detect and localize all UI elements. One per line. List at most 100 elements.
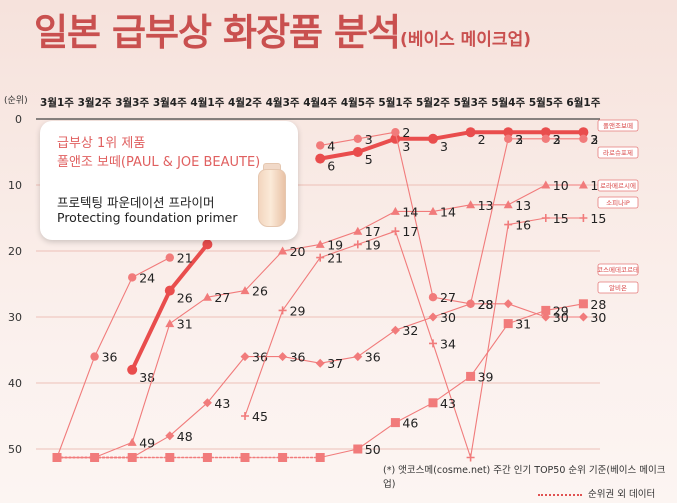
- series-line-segment: [394, 402, 434, 424]
- data-point: [278, 246, 288, 255]
- series-line-segment: [357, 230, 396, 245]
- data-label: 36: [102, 350, 118, 365]
- data-point: [165, 319, 175, 328]
- data-label: 3: [590, 132, 598, 147]
- data-label: 27: [440, 290, 456, 305]
- x-tick-label: 4월3주: [266, 96, 300, 109]
- data-point: [353, 352, 363, 362]
- data-label: 6: [327, 159, 335, 174]
- data-point: [240, 352, 250, 362]
- data-point: [164, 285, 175, 296]
- data-label: 17: [402, 224, 418, 239]
- data-point: [127, 453, 137, 462]
- data-label: 2: [553, 132, 561, 147]
- data-label: 49: [139, 435, 155, 450]
- series-line-segment: [167, 242, 210, 293]
- x-tick-label: 3월1주: [40, 96, 74, 109]
- data-label: 26: [252, 284, 268, 299]
- brand-tag-label: 알비온: [609, 283, 627, 292]
- data-label: 3: [515, 132, 523, 147]
- legend: 순위권 외 데이터: [538, 486, 655, 500]
- data-point: [578, 312, 588, 322]
- data-point: [429, 339, 437, 348]
- data-point: [315, 153, 326, 164]
- series-line-segment: [432, 303, 472, 318]
- brand-tag-label: 코스메데코르테: [597, 266, 639, 274]
- y-tick-label: 20: [8, 245, 22, 258]
- data-point: [579, 214, 588, 222]
- series-line-segment: [206, 356, 246, 404]
- data-point: [352, 147, 363, 157]
- data-point: [541, 214, 550, 222]
- title-block: 일본 급부상 화장품 분석(베이스 메이크업): [34, 2, 531, 56]
- data-label: 2: [478, 132, 486, 147]
- callout-line3: 프로텍팅 파운데이션 프라이머: [57, 195, 215, 210]
- series-line-segment: [507, 184, 547, 206]
- series-line-segment: [432, 375, 472, 404]
- series-line-segment: [318, 150, 360, 161]
- callout-line1: 급부상 1위 제품: [57, 136, 146, 151]
- data-point: [315, 358, 325, 368]
- data-point: [540, 127, 551, 138]
- brand-tag: [597, 179, 639, 192]
- data-point: [466, 200, 476, 209]
- data-point: [240, 286, 250, 295]
- series-line-segment: [545, 303, 584, 311]
- data-point: [353, 134, 362, 143]
- data-point: [90, 352, 99, 361]
- series-line-segment: [244, 309, 284, 417]
- x-tick-label: 5월3주: [454, 96, 488, 109]
- data-point: [428, 398, 438, 408]
- data-point: [353, 444, 363, 454]
- data-label: 29: [290, 303, 306, 318]
- data-label: 21: [177, 251, 193, 266]
- data-label: 43: [214, 396, 230, 411]
- series-line-segment: [394, 230, 434, 344]
- series-line-segment: [394, 316, 434, 331]
- series-line-segment: [56, 356, 96, 459]
- data-point: [278, 306, 287, 315]
- series-line-segment: [282, 257, 321, 311]
- data-label: 37: [327, 356, 343, 371]
- data-point: [240, 453, 250, 462]
- data-label: 24: [139, 270, 155, 285]
- data-point: [315, 239, 325, 248]
- series-line-segment: [244, 250, 284, 292]
- x-tick-label: 3월3주: [115, 96, 149, 109]
- data-point: [428, 206, 438, 215]
- data-label: 14: [402, 204, 418, 219]
- data-point: [503, 127, 514, 138]
- data-point: [353, 226, 363, 235]
- x-tick-label: 4월2주: [228, 96, 262, 109]
- data-label: 19: [327, 237, 343, 252]
- data-label: 3: [440, 139, 448, 154]
- series-line-segment: [507, 217, 547, 226]
- brand-tag-label: 소피나iP: [606, 198, 630, 207]
- data-point: [391, 227, 400, 236]
- callout-box: 급부상 1위 제품 폴앤조 보떼(PAUL & JOE BEAUTE) 프로텍팅…: [40, 121, 298, 240]
- series-line-segment: [394, 131, 434, 298]
- series-line-segment: [470, 323, 509, 377]
- data-label: 3: [365, 132, 373, 147]
- data-point: [428, 133, 438, 144]
- data-point: [428, 293, 438, 302]
- brand-tag-label: 폴앤조보떼: [603, 121, 633, 130]
- x-tick-label: 6월1주: [566, 96, 600, 109]
- series-line-segment: [130, 288, 172, 372]
- data-point: [465, 127, 476, 138]
- data-point: [428, 312, 438, 322]
- brand-tag: [597, 196, 639, 209]
- series-line-segment: [355, 136, 398, 154]
- data-label: 16: [515, 218, 531, 233]
- data-point: [578, 180, 588, 189]
- series-line-segment: [357, 422, 396, 450]
- data-label: 4: [327, 138, 335, 153]
- data-label: 46: [402, 416, 418, 431]
- series-line-segment: [507, 303, 547, 318]
- data-point: [390, 418, 400, 428]
- data-point: [128, 273, 137, 282]
- data-label: 31: [177, 317, 193, 332]
- data-label: 50: [365, 442, 381, 457]
- data-point: [504, 134, 513, 143]
- data-point: [466, 453, 475, 462]
